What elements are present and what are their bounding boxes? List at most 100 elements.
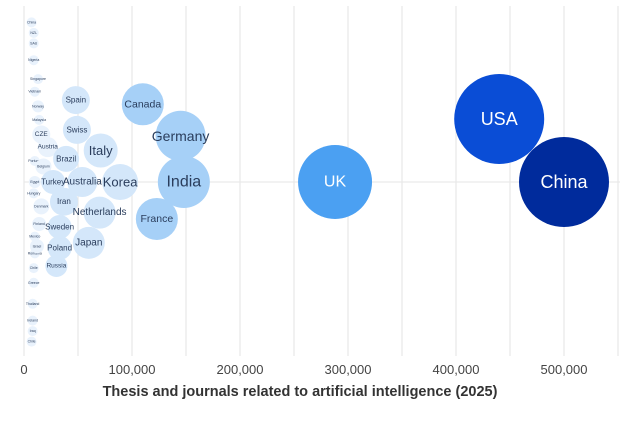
bubble-circle bbox=[67, 167, 98, 197]
bubble-sweden: Sweden bbox=[45, 214, 74, 239]
bubble-label: Poland bbox=[47, 243, 72, 252]
bubble-label: Chile bbox=[30, 266, 38, 270]
bubble-label: France bbox=[140, 213, 173, 225]
bubble-circle bbox=[32, 100, 45, 113]
bubble-usa: USA bbox=[454, 74, 545, 164]
bubble-denmark: Denmark bbox=[33, 198, 50, 215]
x-tick-label: 500,000 bbox=[541, 362, 588, 377]
x-tick-label: 100,000 bbox=[109, 362, 156, 377]
bubble-label: Iraq bbox=[30, 329, 36, 333]
bubble-thailand: Thailand bbox=[26, 298, 39, 309]
bubble-korea: Korea bbox=[102, 164, 138, 200]
bubble-spain: Spain bbox=[61, 86, 90, 115]
bubble-label: Malaysia bbox=[32, 118, 46, 122]
bubble-label: Norway bbox=[32, 104, 44, 108]
bubble-netherlands: Netherlands bbox=[73, 196, 127, 229]
bubble-malaysia: Malaysia bbox=[32, 114, 46, 125]
bubble-circle bbox=[47, 235, 72, 260]
bubble-circle bbox=[83, 196, 116, 229]
bubble-iran: Iran bbox=[49, 187, 78, 216]
x-axis-ticks: 0 100,000 200,000 300,000 400,000 500,000 bbox=[20, 362, 587, 377]
bubble-circle bbox=[49, 187, 78, 216]
bubble-brazil: Brazil bbox=[53, 145, 80, 172]
bubble-greece: Greece bbox=[28, 277, 40, 288]
bubble-circle bbox=[32, 217, 47, 231]
bubble-circle bbox=[28, 277, 39, 288]
bubble-nigeria: Nigeria bbox=[28, 55, 39, 66]
bubble-label: Spain bbox=[66, 96, 86, 105]
bubble-italy: Italy bbox=[83, 133, 118, 168]
bubble-israel: Israel bbox=[29, 239, 44, 254]
bubble-belgium: Belgium bbox=[35, 158, 52, 175]
bubble-label: Swiss bbox=[66, 125, 87, 134]
bubble-chile: Chile bbox=[26, 336, 37, 347]
bubble-turkey: Turkey bbox=[41, 170, 65, 194]
bubble-label: Mexico bbox=[29, 235, 40, 239]
bubble-circle bbox=[102, 164, 139, 200]
bubble-circle bbox=[61, 86, 90, 115]
bubble-circle bbox=[33, 198, 50, 215]
bubble-label: Japan bbox=[75, 237, 102, 248]
bubble-circle bbox=[27, 298, 38, 309]
bubble-norway: Norway bbox=[32, 100, 45, 113]
bubble-circle bbox=[28, 176, 41, 188]
bubble-label: Egypt bbox=[30, 180, 39, 184]
bubble-hungary: Hungary bbox=[27, 188, 41, 199]
bubble-circle bbox=[72, 226, 105, 259]
bubble-canada: Canada bbox=[121, 83, 164, 126]
bubble-circle bbox=[29, 86, 40, 97]
bubble-label: Greece bbox=[28, 281, 40, 285]
bubble-circle bbox=[29, 231, 40, 242]
bubble-circle bbox=[27, 315, 38, 326]
bubble-circle bbox=[135, 197, 178, 240]
x-tick-label: 400,000 bbox=[433, 362, 480, 377]
bubble-swiss: Swiss bbox=[62, 115, 91, 144]
bubble-label: Israel bbox=[33, 244, 42, 248]
bubble-label: CZE bbox=[35, 131, 49, 138]
bubble-nzl: NZL bbox=[28, 27, 39, 38]
bubble-sau: SAU bbox=[28, 38, 39, 49]
bubble-circle bbox=[519, 137, 609, 227]
bubble-finland: Finland bbox=[32, 217, 47, 231]
bubble-circle bbox=[26, 17, 37, 28]
bubble-label: China bbox=[540, 172, 588, 192]
bubble-circle bbox=[41, 170, 66, 194]
bubble-label: USA bbox=[481, 109, 518, 129]
bubble-label: Portugal bbox=[28, 159, 41, 163]
bubble-russia: Russia bbox=[45, 255, 68, 277]
bubble-circle bbox=[28, 263, 39, 274]
bubble-vietnam: Vietnam bbox=[28, 86, 41, 97]
bubble-circle bbox=[45, 255, 68, 277]
bubble-australia: Australia bbox=[63, 167, 102, 197]
bubble-circle bbox=[121, 83, 164, 126]
bubble-label: Finland bbox=[33, 222, 45, 226]
bubble-label: Singapore bbox=[30, 77, 46, 81]
bubble-circle bbox=[298, 145, 373, 219]
x-tick-label: 0 bbox=[20, 362, 27, 377]
bubble-circle bbox=[28, 38, 39, 49]
bubble-label: India bbox=[166, 174, 201, 191]
bubble-circle bbox=[26, 336, 37, 347]
bubble-circle bbox=[157, 156, 210, 208]
bubble-label: SAU bbox=[30, 41, 38, 45]
bubble-label: Netherlands bbox=[73, 207, 127, 218]
bubble-label: Chile bbox=[28, 340, 36, 344]
bubble-layer: Singapore Malaysia Portugal Hungary Romania M… bbox=[26, 17, 609, 347]
bubble-egypt: Egypt bbox=[28, 176, 41, 188]
bubble-circle bbox=[454, 74, 545, 164]
bubble-label: Australia bbox=[63, 177, 102, 188]
bubble-circle bbox=[33, 74, 44, 85]
bubble-label: Turkey bbox=[41, 178, 65, 187]
bubble-circle bbox=[83, 133, 118, 168]
bubble-label: China bbox=[27, 20, 36, 24]
bubble-germany: Germany bbox=[152, 110, 209, 161]
bubble-label: Vietnam bbox=[28, 90, 41, 94]
x-axis-label: Thesis and journals related to artificia… bbox=[102, 384, 498, 400]
bubble-poland: Poland bbox=[47, 235, 72, 260]
bubble-circle bbox=[28, 27, 39, 38]
bubble-japan: Japan bbox=[72, 226, 105, 259]
bubble-label: Korea bbox=[103, 175, 138, 190]
bubble-france: France bbox=[135, 197, 178, 240]
bubble-china: China bbox=[26, 17, 37, 28]
bubble-label: Sweden bbox=[45, 222, 74, 231]
